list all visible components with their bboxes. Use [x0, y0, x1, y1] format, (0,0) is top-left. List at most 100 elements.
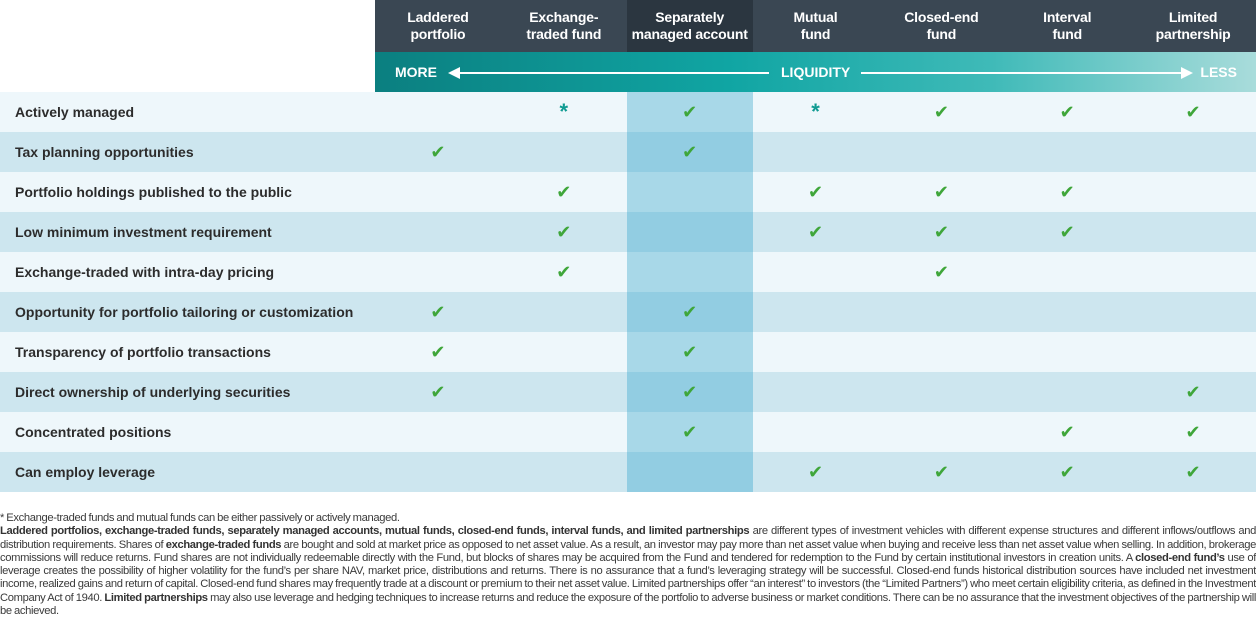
check-icon: ✔: [1059, 221, 1075, 242]
footnotes: * Exchange-traded funds and mutual funds…: [0, 512, 1256, 618]
table-cell: ✔: [1004, 92, 1130, 132]
check-icon: ✔: [933, 221, 949, 242]
check-icon: ✔: [1185, 381, 1201, 402]
table-cell: ✔: [1130, 452, 1256, 492]
disclosure-text-2: are bought and sold at market price as o…: [0, 538, 1256, 564]
table-cell: [501, 332, 627, 372]
column-header-limited-partnership: Limited partnership: [1130, 0, 1256, 52]
arrow-right-line: [861, 72, 1183, 74]
table-cell: [626, 252, 753, 292]
table-cell: [753, 132, 879, 172]
liquidity-label: LIQUIDITY: [781, 64, 851, 80]
check-icon: ✔: [807, 461, 824, 482]
arrow-right-icon: [1181, 67, 1193, 79]
table-cell: [878, 292, 1004, 332]
check-icon: ✔: [682, 381, 698, 402]
asterisk-icon: *: [811, 99, 820, 124]
table-cell: [1130, 212, 1256, 252]
table-cell: [753, 372, 879, 412]
table-row: Tax planning opportunities ✔ ✔: [0, 132, 1256, 172]
liquidity-band: MORE LIQUIDITY LESS: [375, 52, 1256, 92]
table-cell: ✔: [753, 212, 879, 252]
table-row: Actively managed * ✔ * ✔ ✔ ✔: [0, 92, 1256, 132]
table-cell: [1130, 132, 1256, 172]
arrow-left-line: [459, 72, 769, 74]
table-cell: [753, 412, 879, 452]
check-icon: ✔: [430, 141, 446, 162]
check-icon: ✔: [1059, 461, 1075, 482]
table-cell: [753, 292, 879, 332]
column-header-mutual-fund: Mutual fund: [752, 0, 879, 52]
row-label: Tax planning opportunities: [15, 144, 194, 160]
check-icon: ✔: [682, 101, 698, 122]
check-icon: ✔: [933, 181, 949, 202]
table-row: Portfolio holdings published to the publ…: [0, 172, 1256, 212]
table-cell: ✔: [878, 92, 1004, 132]
column-headers: Laddered portfolio Exchange- traded fund…: [375, 0, 1256, 52]
table-cell: ✔: [753, 452, 879, 492]
disclosure-text: Laddered portfolios, exchange-traded fun…: [0, 525, 1256, 618]
table-cell: [375, 172, 501, 212]
table-cell: ✔: [1130, 412, 1256, 452]
table-cell: [1130, 332, 1256, 372]
row-label: Direct ownership of underlying securitie…: [15, 384, 291, 400]
liquidity-more-label: MORE: [395, 64, 437, 80]
check-icon: ✔: [1059, 421, 1075, 442]
row-label: Actively managed: [15, 104, 135, 120]
table-cell: ✔: [626, 132, 753, 172]
table-cell: ✔: [626, 92, 753, 132]
table-cell: *: [753, 92, 879, 132]
check-icon: ✔: [1059, 101, 1075, 122]
check-icon: ✔: [556, 261, 572, 282]
table-cell: [375, 412, 501, 452]
check-icon: ✔: [682, 141, 698, 162]
check-icon: ✔: [682, 421, 698, 442]
check-icon: ✔: [556, 221, 572, 242]
table-row: Concentrated positions ✔ ✔ ✔: [0, 412, 1256, 452]
table-cell: ✔: [878, 452, 1004, 492]
column-header-exchange-traded-fund: Exchange- traded fund: [500, 0, 627, 52]
table-cell: [501, 412, 627, 452]
column-header-closed-end-fund: Closed-end fund: [878, 0, 1005, 52]
table-cell: ✔: [501, 252, 627, 292]
table-cell: [1004, 372, 1130, 412]
check-icon: ✔: [556, 181, 572, 202]
table-row: Exchange-traded with intra-day pricing ✔ ✔: [0, 252, 1256, 292]
table-cell: [878, 332, 1004, 372]
table-cell: [1130, 172, 1256, 212]
table-cell: [375, 452, 501, 492]
table-cell: ✔: [375, 292, 501, 332]
table-cell: [375, 252, 501, 292]
table-cell: [375, 92, 501, 132]
table-cell: ✔: [1004, 412, 1130, 452]
liquidity-less-label: LESS: [1200, 64, 1237, 80]
check-icon: ✔: [933, 461, 949, 482]
table-cell: ✔: [753, 172, 879, 212]
table-cell: ✔: [1004, 172, 1130, 212]
disclosure-bold-1: Laddered portfolios, exchange-traded fun…: [0, 525, 750, 538]
table-cell: [878, 412, 1004, 452]
check-icon: ✔: [933, 101, 949, 122]
check-icon: ✔: [807, 181, 824, 202]
row-label: Can employ leverage: [15, 464, 156, 480]
column-header-laddered-portfolio: Laddered portfolio: [375, 0, 501, 52]
table-cell: [878, 132, 1004, 172]
disclosure-text-1: are different types of investment vehicl…: [0, 525, 1256, 551]
table-cell: [375, 212, 501, 252]
table-row: Can employ leverage ✔ ✔ ✔ ✔: [0, 452, 1256, 492]
column-header-interval-fund: Interval fund: [1004, 0, 1131, 52]
table-cell: ✔: [878, 252, 1004, 292]
table-cell: *: [501, 92, 627, 132]
row-label: Concentrated positions: [15, 424, 172, 440]
row-label: Opportunity for portfolio tailoring or c…: [15, 304, 354, 320]
table-cell: [1004, 132, 1130, 172]
check-icon: ✔: [1185, 421, 1201, 442]
table-cell: [501, 452, 627, 492]
check-icon: ✔: [1059, 181, 1075, 202]
table-cell: [878, 372, 1004, 412]
feature-table: Actively managed * ✔ * ✔ ✔ ✔ Tax planning oppor…: [0, 92, 1256, 492]
check-icon: ✔: [682, 301, 698, 322]
table-cell: [1130, 252, 1256, 292]
disclosure-bold-2: exchange-traded funds: [165, 538, 282, 551]
